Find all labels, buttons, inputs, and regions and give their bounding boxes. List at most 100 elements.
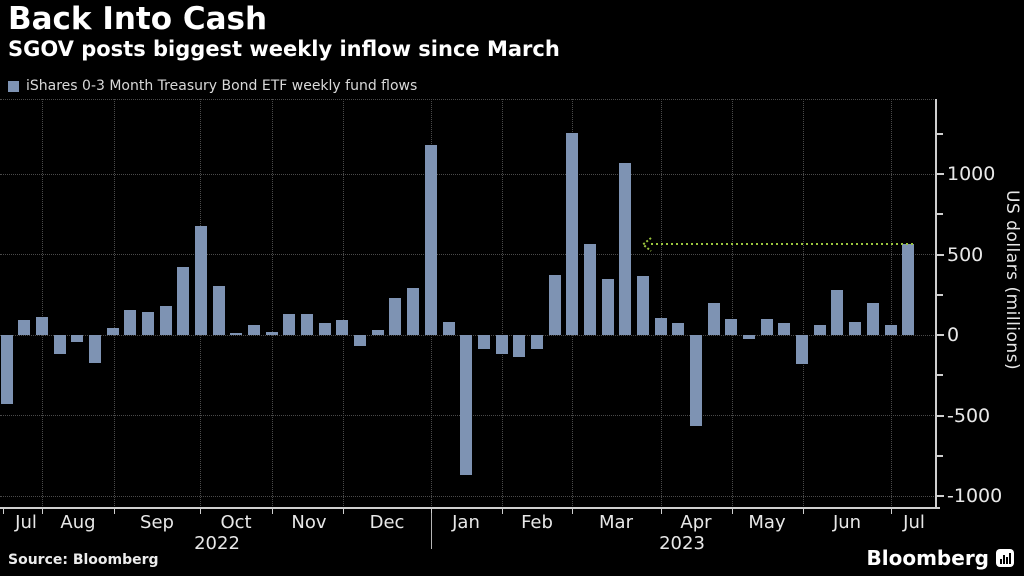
x-month-label: Apr — [680, 512, 712, 533]
bloomberg-logo: Bloomberg — [867, 546, 1014, 570]
x-month-label: Jan — [452, 512, 480, 533]
y-tick — [936, 334, 944, 336]
bar-week-39 — [672, 322, 685, 335]
bar-week-47 — [813, 324, 826, 335]
y-tick — [936, 173, 944, 175]
x-tick — [891, 508, 892, 514]
bar-week-18 — [301, 314, 314, 335]
bar-week-4 — [53, 335, 66, 355]
legend: iShares 0-3 Month Treasury Bond ETF week… — [8, 78, 417, 94]
x-tick — [661, 508, 662, 514]
bar-week-21 — [354, 335, 367, 347]
bar-week-5 — [71, 335, 84, 343]
bar-week-25 — [424, 145, 437, 335]
bar-week-36 — [619, 162, 632, 335]
y-minor-tick — [936, 293, 943, 296]
bar-week-49 — [849, 322, 862, 335]
legend-swatch-icon — [8, 80, 19, 92]
x-year-label: 2023 — [659, 533, 705, 554]
x-year-label: 2022 — [194, 533, 240, 554]
y-tick — [936, 414, 944, 417]
x-tick — [200, 508, 201, 514]
bar-week-33 — [566, 132, 579, 335]
month-gridline — [661, 99, 662, 508]
bloomberg-logo-text: Bloomberg — [866, 546, 989, 570]
bar-week-50 — [866, 302, 879, 335]
bar-week-51 — [884, 324, 897, 335]
y-gridline — [0, 254, 936, 255]
bar-week-12 — [194, 225, 207, 335]
chart-subtitle: SGOV posts biggest weekly inflow since M… — [8, 37, 560, 61]
bar-week-40 — [690, 335, 703, 426]
bar-week-7 — [106, 327, 119, 335]
x-month-label: Feb — [521, 512, 553, 533]
x-tick — [3, 508, 4, 514]
bar-week-48 — [831, 289, 844, 335]
bar-week-2 — [18, 319, 31, 335]
y-tick-label: 1000 — [947, 163, 996, 185]
x-tick — [732, 508, 733, 514]
bar-week-6 — [88, 335, 101, 364]
bar-week-28 — [477, 335, 490, 350]
x-month-label: Jun — [832, 512, 862, 533]
bar-week-16 — [265, 331, 278, 335]
y-minor-tick — [936, 132, 943, 135]
bar-week-52 — [902, 244, 915, 335]
y-axis-title: US dollars (millions) — [1002, 190, 1022, 371]
y-tick-label: -500 — [947, 404, 991, 427]
legend-label: iShares 0-3 Month Treasury Bond ETF week… — [26, 78, 418, 94]
x-month-label: May — [748, 512, 786, 533]
y-gridline — [0, 173, 936, 175]
y-minor-tick — [936, 213, 943, 216]
y-gridline — [0, 495, 936, 497]
bar-week-38 — [654, 318, 667, 335]
x-month-label: Jul — [903, 512, 925, 533]
bar-week-37 — [636, 276, 649, 335]
x-axis-line — [0, 507, 940, 509]
y-tick-label: -1000 — [947, 485, 1003, 507]
bar-week-15 — [248, 325, 261, 335]
bar-week-42 — [725, 318, 738, 335]
x-tick — [572, 508, 573, 514]
bar-week-26 — [442, 322, 455, 335]
year-separator — [431, 513, 432, 549]
x-month-label: Mar — [599, 512, 633, 533]
month-gridline — [114, 99, 115, 508]
x-tick — [272, 508, 273, 514]
month-gridline — [343, 99, 344, 508]
bar-week-30 — [513, 335, 526, 357]
month-gridline — [42, 99, 43, 508]
x-month-label: Jul — [15, 512, 37, 533]
bar-week-24 — [407, 288, 420, 335]
bar-week-9 — [141, 312, 154, 335]
month-gridline — [732, 99, 733, 508]
month-gridline — [272, 99, 273, 508]
bar-week-43 — [743, 335, 756, 340]
y-axis-line — [935, 99, 937, 509]
bar-week-17 — [283, 314, 296, 335]
bloomberg-terminal-icon — [996, 549, 1014, 567]
bar-week-22 — [371, 330, 384, 335]
bar-week-27 — [460, 335, 473, 476]
bar-week-13 — [212, 285, 225, 335]
bar-week-23 — [389, 297, 402, 335]
bar-week-20 — [336, 319, 349, 335]
bar-week-35 — [601, 279, 614, 335]
bar-week-46 — [796, 335, 809, 364]
bar-week-31 — [530, 335, 543, 350]
bar-week-3 — [35, 317, 48, 335]
chart-title: Back Into Cash — [8, 1, 268, 37]
y-tick-label: 500 — [947, 243, 984, 266]
y-tick — [936, 253, 944, 256]
bar-week-8 — [124, 310, 137, 335]
x-month-label: Oct — [220, 512, 252, 533]
bar-week-19 — [318, 322, 331, 335]
y-minor-tick — [936, 454, 943, 457]
bar-week-14 — [230, 332, 243, 335]
plot-top-frame — [0, 99, 936, 100]
x-tick — [431, 508, 432, 514]
x-month-label: Dec — [369, 512, 405, 533]
month-gridline — [891, 99, 892, 508]
source-label: Source: Bloomberg — [8, 552, 159, 568]
